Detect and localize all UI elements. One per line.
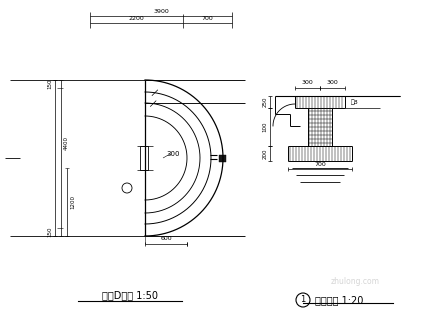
Text: 300: 300: [327, 81, 338, 85]
Text: 150: 150: [47, 79, 52, 89]
Text: 3900: 3900: [153, 9, 169, 14]
Text: 花池D平面 1:50: 花池D平面 1:50: [102, 290, 158, 300]
Text: 工8: 工8: [351, 99, 359, 105]
Text: 300: 300: [302, 81, 314, 85]
Text: 100: 100: [262, 122, 268, 132]
Text: 150: 150: [47, 227, 52, 237]
Text: 200: 200: [262, 148, 268, 159]
Text: 300: 300: [166, 151, 180, 157]
Text: zhulong.com: zhulong.com: [331, 276, 380, 286]
Text: 2200: 2200: [129, 16, 144, 21]
Text: 700: 700: [201, 16, 213, 21]
Bar: [219, 155, 226, 162]
Text: 4400: 4400: [64, 136, 69, 150]
Text: 600: 600: [160, 236, 172, 242]
Text: 竖泉大样 1:20: 竖泉大样 1:20: [315, 295, 363, 305]
Text: 700: 700: [314, 161, 326, 167]
Text: 1200: 1200: [70, 195, 75, 209]
Text: 1: 1: [300, 295, 305, 304]
Bar: [140, 146, 148, 170]
Text: 250: 250: [262, 97, 268, 107]
